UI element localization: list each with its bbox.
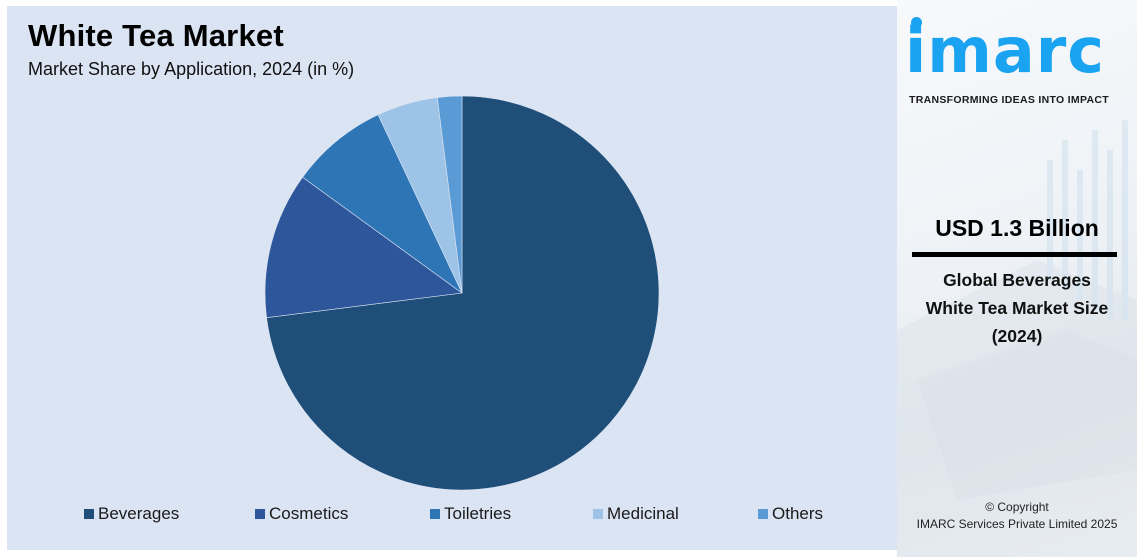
caption-line: (2024)	[991, 326, 1043, 346]
legend-item-others: Others	[758, 504, 823, 524]
copyright-line: IMARC Services Private Limited 2025	[916, 517, 1118, 531]
legend-swatch-icon	[430, 509, 440, 519]
legend-swatch-icon	[758, 509, 768, 519]
pie-slice-cosmetics	[264, 176, 463, 319]
legend-item-toiletries: Toiletries	[430, 504, 511, 524]
side-panel: imarc TRANSFORMING IDEAS INTO IMPACT USD…	[897, 0, 1137, 557]
chart-subtitle: Market Share by Application, 2024 (in %)	[28, 59, 355, 79]
imarc-logo: imarc	[905, 14, 1106, 87]
legend-swatch-icon	[255, 509, 265, 519]
pie-chart	[264, 95, 660, 491]
pie-slice-others	[436, 95, 463, 294]
copyright: © Copyright IMARC Services Private Limit…	[897, 499, 1137, 533]
legend-label: Medicinal	[607, 504, 679, 523]
logo-dot-icon	[911, 17, 922, 28]
legend-label: Beverages	[98, 504, 180, 523]
divider	[912, 252, 1117, 257]
copyright-line: © Copyright	[985, 500, 1049, 514]
chart-title: White Tea Market	[28, 18, 284, 53]
logo-tagline: TRANSFORMING IDEAS INTO IMPACT	[909, 94, 1109, 106]
legend-label: Toiletries	[444, 504, 512, 523]
chart-legend: Beverages Cosmetics Toiletries Medicinal Oth…	[7, 504, 897, 528]
legend-label: Cosmetics	[269, 504, 349, 523]
pie-slice-toiletries	[302, 114, 463, 294]
legend-label: Others	[772, 504, 824, 523]
legend-swatch-icon	[84, 509, 94, 519]
legend-swatch-icon	[593, 509, 603, 519]
background-decoration-icon	[897, 120, 1137, 557]
caption-line: Global Beverages	[943, 270, 1091, 290]
legend-item-cosmetics: Cosmetics	[255, 504, 348, 524]
caption-line: White Tea Market Size	[925, 298, 1109, 318]
market-size-value: USD 1.3 Billion	[935, 215, 1099, 241]
legend-item-beverages: Beverages	[84, 504, 179, 524]
legend-item-medicinal: Medicinal	[593, 504, 679, 524]
pie-slice-beverages	[266, 95, 660, 491]
chart-panel: White Tea Market Market Share by Applica…	[7, 6, 897, 550]
market-size-caption: Global Beverages White Tea Market Size (…	[897, 266, 1137, 350]
